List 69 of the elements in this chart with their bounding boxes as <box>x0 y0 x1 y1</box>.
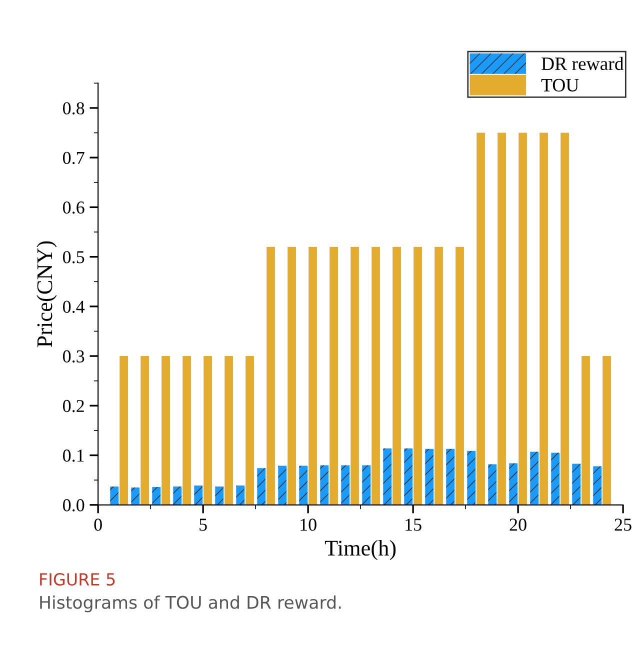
y-tick-label: 0.6 <box>62 201 84 214</box>
text: Histograms of TOU and DR reward. <box>40 596 341 612</box>
x-tick-label: 5 <box>200 518 207 531</box>
legend-label: DR reward <box>542 56 624 70</box>
bar <box>446 448 455 505</box>
bar <box>414 246 422 505</box>
bar <box>278 466 287 505</box>
y-tick-label: 0.5 <box>62 251 84 264</box>
bar <box>330 246 338 505</box>
x-tick-label: 10 <box>300 518 316 531</box>
bar <box>350 246 359 505</box>
bar <box>518 132 527 505</box>
y-tick-label: 0.0 <box>62 499 84 512</box>
bar <box>140 356 149 505</box>
bar <box>162 356 170 505</box>
bar <box>383 448 392 505</box>
bar <box>404 448 413 505</box>
bar <box>551 452 560 505</box>
bar <box>194 486 203 505</box>
bar <box>488 464 497 505</box>
bar <box>602 356 611 505</box>
y-tick-label: 0.3 <box>62 350 84 363</box>
bar <box>110 486 119 505</box>
y-tick-label: 0.1 <box>62 450 84 462</box>
bar <box>341 465 350 505</box>
x-tick-label: 15 <box>406 518 422 531</box>
x-tick-label: 0 <box>94 518 102 531</box>
bar <box>131 488 140 505</box>
bar <box>392 246 401 505</box>
bar <box>224 356 233 505</box>
bar <box>593 466 602 505</box>
bar <box>509 463 518 505</box>
bar <box>257 468 266 505</box>
bar <box>560 132 569 505</box>
bar <box>467 450 476 505</box>
bar <box>215 486 224 505</box>
bar <box>372 246 380 505</box>
bar <box>582 356 590 505</box>
y-axis-title: Price(CNY) <box>36 241 57 348</box>
bar <box>456 246 464 505</box>
bar <box>288 246 296 505</box>
bar <box>308 246 317 505</box>
bar <box>572 464 581 505</box>
x-axis-title: Time(h) <box>324 540 396 560</box>
y-tick-label: 0.4 <box>62 300 85 313</box>
bar <box>476 132 485 505</box>
bar <box>266 246 275 505</box>
x-tick-label: 20 <box>510 518 526 531</box>
x-tick-label: 25 <box>614 518 632 531</box>
bar <box>498 132 506 505</box>
bar <box>120 356 128 505</box>
legend-label: TOU <box>541 78 579 92</box>
bar <box>182 356 191 505</box>
bar <box>173 486 182 505</box>
bar <box>152 487 161 505</box>
bar <box>362 465 371 505</box>
y-tick-label: 0.2 <box>62 400 84 412</box>
y-tick-label: 0.7 <box>62 152 84 164</box>
bar <box>434 246 443 505</box>
y-tick-label: 0.8 <box>62 102 84 114</box>
bar <box>425 448 434 505</box>
bar <box>320 465 329 505</box>
bar <box>236 486 245 505</box>
bar <box>540 132 548 505</box>
bar <box>299 466 308 505</box>
bar <box>530 452 539 505</box>
caption: FIGURE 5 <box>40 573 115 586</box>
bar <box>204 356 212 505</box>
bar <box>246 356 254 505</box>
